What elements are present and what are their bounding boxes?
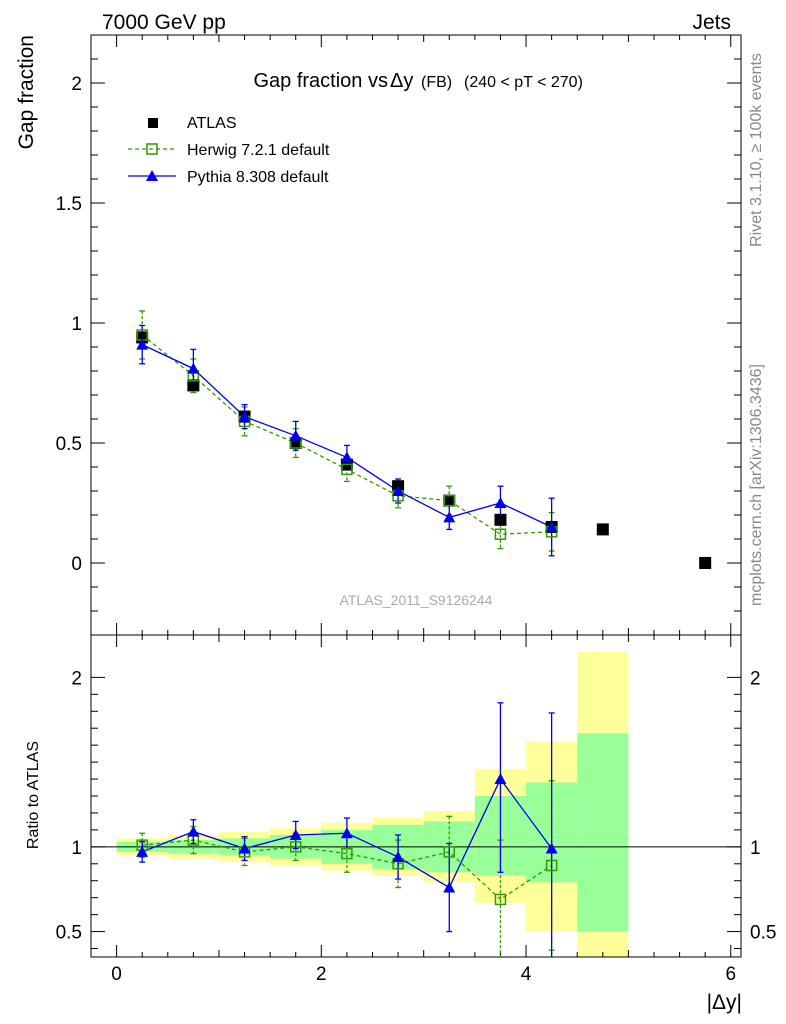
- y-tick-label: 2: [71, 668, 82, 689]
- y-tick-label-right: 1: [750, 838, 761, 859]
- pythia-ratio-point: [340, 827, 353, 839]
- pythia-ratio-point: [494, 773, 507, 785]
- pythia-point: [494, 497, 507, 508]
- chart-title-range: (240 < pT < 270): [464, 74, 583, 91]
- pythia-ratio-point: [238, 842, 251, 854]
- pythia-point: [545, 521, 558, 532]
- herwig-ratio-point: [545, 859, 558, 872]
- pythia-point: [340, 451, 353, 463]
- herwig-ratio-point: [341, 847, 353, 860]
- y-tick-label: 1.5: [56, 194, 82, 215]
- upper-y-axis-label: Gap fraction: [15, 35, 38, 149]
- y-tick-label: 0: [71, 554, 82, 575]
- main-panel-series: [136, 310, 712, 569]
- rivet-label: Rivet 3.1.10, ≥ 100k events: [748, 53, 765, 247]
- legend-marker-pythia: [146, 170, 158, 181]
- ratio-panel-series: [136, 702, 558, 957]
- legend-label-herwig: Herwig 7.2.1 default: [187, 142, 330, 159]
- y-tick-label: 1: [71, 838, 82, 859]
- y-tick-label-right: 2: [750, 668, 761, 689]
- lower-y-axis-label: Ratio to ATLAS: [25, 741, 42, 849]
- x-tick-label: 6: [725, 964, 736, 985]
- y-tick-label: 1: [71, 314, 82, 335]
- y-tick-label: 2: [71, 74, 82, 95]
- legend: ATLAS Herwig 7.2.1 default Pythia 8.308 …: [128, 115, 330, 186]
- legend-marker-herwig: [146, 143, 158, 155]
- pythia-point: [187, 362, 200, 374]
- ratio-band-inner: [577, 733, 629, 932]
- pythia-point: [392, 485, 405, 496]
- chart-title: Gap fraction vs Δy (FB) (240 < pT < 270): [253, 70, 582, 92]
- legend-label-pythia: Pythia 8.308 default: [187, 169, 329, 186]
- herwig-point: [494, 528, 507, 540]
- herwig-line: [141, 334, 552, 535]
- atlas-point: [443, 494, 456, 507]
- pythia-ratio-point: [289, 828, 302, 840]
- x-tick-label: 2: [316, 964, 327, 985]
- herwig-ratio-point: [443, 846, 456, 858]
- pythia-point: [136, 338, 149, 350]
- atlas-point: [596, 523, 609, 536]
- y-tick-label-right: 0.5: [750, 923, 776, 944]
- pythia-ratio-point: [392, 851, 405, 863]
- analysis-watermark: ATLAS_2011_S9126244: [340, 592, 493, 608]
- legend-marker-atlas: [148, 118, 158, 128]
- atlas-point: [187, 379, 200, 392]
- ratio-panel-frame: [90, 634, 742, 958]
- pythia-ratio-point: [443, 881, 456, 893]
- herwig-ratio-line: [142, 839, 552, 901]
- herwig-point: [443, 494, 456, 507]
- pythia-point: [238, 410, 251, 422]
- header-process: Jets: [692, 11, 731, 34]
- y-tick-label: 0.5: [56, 923, 82, 944]
- herwig-ratio-point: [289, 841, 302, 853]
- herwig-ratio-point: [494, 893, 507, 906]
- pythia-point: [443, 511, 456, 523]
- herwig-point: [341, 463, 353, 476]
- chart-title-main: Gap fraction vs: [253, 70, 388, 92]
- main-panel-axes: 0 0.5 1 1.5 2: [56, 34, 742, 636]
- x-tick-label: 0: [111, 964, 122, 985]
- atlas-point: [699, 557, 712, 569]
- pythia-line: [141, 344, 552, 528]
- pythia-ratio-point: [136, 845, 149, 857]
- ratio-panel-axes: 0 2 4 6 0.5 0.5 1 1 2 2: [56, 634, 776, 985]
- chart-title-suffix: (FB): [421, 74, 452, 91]
- y-tick-label: 0.5: [56, 434, 82, 455]
- x-tick-label: 4: [521, 964, 532, 985]
- pythia-point: [289, 429, 302, 441]
- mcplots-label: mcplots.cern.ch [arXiv:1306.3436]: [748, 364, 765, 606]
- atlas-point: [494, 513, 507, 526]
- chart-title-delta: Δy: [390, 70, 413, 92]
- pythia-ratio-point: [545, 842, 558, 854]
- pythia-ratio-point: [187, 825, 200, 837]
- x-axis-label: |Δy|: [707, 991, 742, 1014]
- header-energy: 7000 GeV pp: [102, 11, 226, 34]
- legend-label-atlas: ATLAS: [187, 115, 237, 132]
